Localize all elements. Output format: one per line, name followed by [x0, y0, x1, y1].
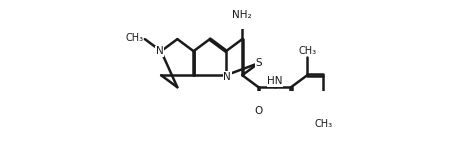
Text: N: N	[224, 72, 231, 82]
Text: NH₂: NH₂	[232, 10, 252, 20]
Text: CH₃: CH₃	[298, 46, 316, 56]
Text: HN: HN	[267, 76, 283, 86]
Text: S: S	[255, 58, 262, 68]
Text: CH₃: CH₃	[314, 119, 333, 128]
Text: O: O	[254, 106, 263, 117]
Text: N: N	[156, 46, 163, 56]
Text: CH₃: CH₃	[125, 33, 144, 43]
